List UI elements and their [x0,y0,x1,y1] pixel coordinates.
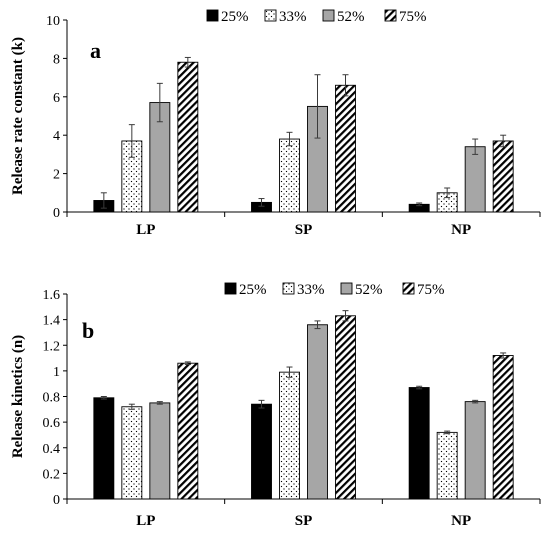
y-tick-label: 0 [53,206,60,221]
panel-label: b [82,318,94,343]
y-tick-label: 2 [53,168,60,183]
bar-sp-33pct [279,138,300,213]
y-tick-label: 0.4 [43,442,61,457]
legend-swatch [282,282,295,295]
category-label: LP [136,222,155,238]
category-label: SP [295,222,313,238]
legend-swatch [402,282,415,295]
bar-np-52pct [464,146,486,213]
legend: 25% 33% 52% 75% [206,9,427,25]
bar-np-52pct [464,401,486,500]
legend-swatch [224,282,237,295]
bar-sp-75pct [335,315,356,500]
bar-np-25pct [408,387,430,500]
y-tick-label: 0.6 [43,416,61,431]
legend-swatch [264,9,277,22]
chart-panel-b: 0 0.2 0.4 0.6 0.8 1 1.2 1.4 1.6 Release kinetics … [10,282,541,529]
legend-label: 33% [279,9,307,25]
legend-label: 52% [355,282,383,298]
y-tick-label: 1.6 [43,288,61,303]
bar-lp-75pct [177,362,199,500]
legend-swatch [384,9,397,22]
y-tick-label: 0 [53,493,60,508]
bar-sp-75pct [335,84,356,213]
bar-sp-25pct [251,403,272,500]
legend-label: 75% [399,9,427,25]
bar-np-33pct [436,431,458,500]
y-axis-label: Release rate constant (k) [10,37,26,195]
panel-label: a [90,38,101,63]
legend-swatch [206,9,219,22]
legend-label: 33% [297,282,325,298]
y-tick-label: 8 [53,52,60,67]
legend-swatch [340,282,353,295]
category-label: SP [295,513,313,529]
y-tick-label: 6 [53,91,60,106]
bar-lp-33pct [121,406,143,500]
bar-lp-25pct [93,397,115,500]
category-label: NP [451,513,471,529]
y-tick-label: 1 [53,365,60,380]
category-label: LP [136,513,155,529]
bar-np-75pct [492,355,514,500]
legend-swatch [322,9,335,22]
y-tick-label: 10 [46,14,60,29]
legend-label: 52% [337,9,365,25]
chart-panel-a: 0 2 4 6 8 10 Release rate constant (k) a LP SP NP 2… [10,9,541,238]
legend-label: 25% [221,9,249,25]
y-tick-label: 0.8 [43,391,61,406]
y-tick-label: 1.2 [43,339,61,354]
legend-label: 75% [417,282,445,298]
y-axis-label: Release kinetics (n) [10,335,26,458]
bar-np-75pct [492,140,514,213]
y-tick-label: 1.4 [43,314,61,329]
legend: 25% 33% 52% 75% [224,282,445,298]
y-tick-label: 0.2 [43,467,61,482]
y-tick-label: 4 [53,129,60,144]
bar-sp-52pct [307,324,328,500]
bar-sp-33pct [279,371,300,500]
category-label: NP [451,222,471,238]
legend-label: 25% [239,282,267,298]
bar-lp-52pct [149,402,171,500]
bar-lp-75pct [177,61,199,213]
